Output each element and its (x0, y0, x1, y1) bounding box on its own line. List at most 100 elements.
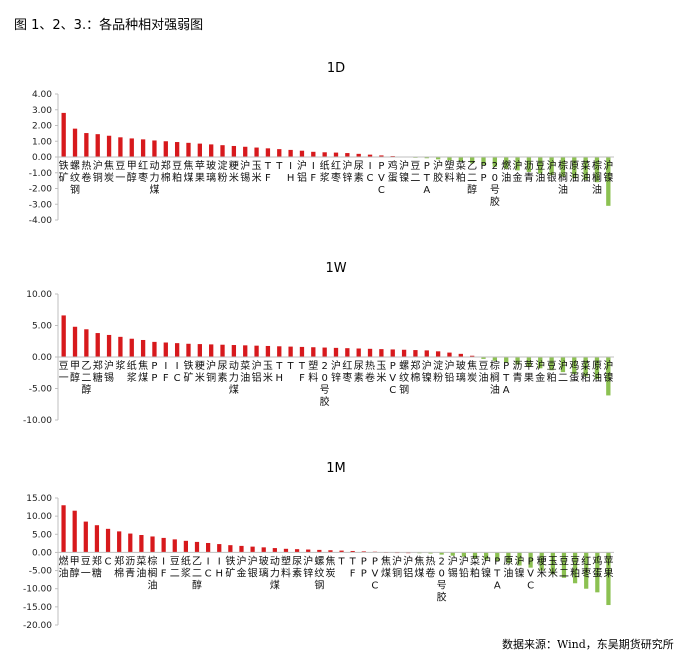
x-tick-label: 郑糖 (92, 554, 102, 579)
x-tick-label: 动力煤 (229, 360, 239, 396)
x-tick-label: 沪铅 (444, 359, 454, 384)
bar (583, 157, 588, 180)
bar (428, 552, 433, 554)
x-tick-label: 沪铝 (403, 554, 413, 579)
y-tick-label: 0.00 (32, 548, 52, 558)
bar (197, 143, 202, 157)
x-tick-label: 热卷 (81, 159, 91, 184)
bar (339, 550, 344, 553)
x-tick-label: 焦煤 (183, 159, 193, 184)
bar (539, 552, 544, 571)
x-tick-label: 郑棉 (114, 554, 124, 579)
bar (435, 157, 441, 160)
bar (61, 315, 66, 357)
bar (83, 521, 88, 553)
bar (118, 336, 123, 357)
x-tick-label: 红枣 (342, 359, 352, 384)
x-tick-label: 沪金 (236, 554, 246, 579)
x-tick-label: 燃油 (59, 554, 69, 579)
bar (470, 157, 475, 164)
chart-panel-1w: 1W -10.00 -5.00 0.00 5.00 10.00 豆一 甲醇 乙二醇 郑糖 沪锡浆纸浆… (0, 250, 685, 450)
bar (606, 357, 611, 396)
x-tick-label: 豆粕 (547, 360, 557, 384)
bar (161, 537, 166, 553)
x-tick-label: 豆二 (559, 555, 569, 579)
bar (299, 346, 305, 357)
x-tick-label: 纸浆 (320, 159, 330, 184)
bar (129, 138, 134, 157)
bar (379, 349, 384, 358)
x-tick-label: 棕榈油 (490, 359, 500, 396)
bar (435, 351, 441, 357)
bar (105, 528, 111, 553)
bar (129, 338, 134, 357)
bar (458, 157, 463, 162)
x-tick-label: 沥青 (524, 160, 534, 184)
bar (277, 149, 282, 158)
bar (495, 552, 500, 562)
bar (72, 128, 78, 157)
bar (128, 533, 133, 553)
bar (311, 151, 316, 157)
x-tick-label: 沪镍 (514, 554, 524, 579)
bar (492, 157, 498, 167)
x-tick-label: 尿素 (218, 360, 228, 384)
x-tick-label: 郑棉 (161, 159, 171, 184)
chart-title: 1D (327, 61, 345, 76)
x-tick-label: 粳米 (537, 554, 547, 579)
x-tick-label: 沪锌 (303, 554, 313, 579)
chart-panel-1d: 1D -4.00 -3.00 -2.00 -1.00 0.00 1.00 2.00 3.00 4.… (0, 50, 685, 250)
x-tick-label: 沪胶 (433, 159, 443, 184)
bar (594, 157, 600, 183)
y-tick-label: -2.00 (29, 185, 53, 195)
chart-1m: 1M -20.00 -15.00 -10.00 -5.00 0.00 5.00 10.00 15… (23, 461, 614, 631)
bar (239, 545, 244, 553)
bar (84, 133, 89, 157)
x-tick-label: 棕榈油 (592, 159, 602, 196)
x-tick-label: 菜粕 (581, 360, 591, 384)
bar (272, 548, 277, 553)
x-tick-label: 动力煤 (149, 160, 159, 196)
x-tick-label: 沥青 (125, 555, 135, 579)
x-tick-label: 铁矿 (59, 159, 69, 184)
bar (424, 157, 429, 159)
bar (606, 157, 611, 206)
x-tick-label: 动力煤 (270, 555, 280, 591)
x-tick-label: 纸浆 (127, 359, 137, 384)
x-tick-label: 热卷 (426, 554, 436, 579)
x-tick-label: 淀粉 (433, 359, 443, 384)
bar (84, 329, 89, 357)
bar (95, 333, 100, 357)
x-tick-label: 焦炭 (467, 359, 477, 384)
x-tick-label: 甲醇 (70, 556, 80, 579)
bar (317, 549, 322, 553)
bar (538, 157, 543, 174)
x-tick-label: 塑料 (444, 160, 454, 184)
bar (439, 552, 444, 555)
bar (261, 547, 266, 553)
bar (228, 545, 233, 553)
bar (361, 551, 366, 553)
y-tick-label: 4.00 (32, 90, 52, 100)
x-tick-label: 淀粉 (218, 159, 228, 184)
x-tick-label: 粳米 (229, 159, 239, 184)
bar (72, 326, 78, 357)
bar (172, 539, 177, 553)
x-tick-label: 玻璃 (259, 554, 269, 579)
x-tick-label: 鸡蛋 (569, 359, 579, 384)
x-tick-label: 螺纹钢 (70, 160, 80, 196)
x-tick-label: 棕榈油 (558, 159, 568, 196)
bar (504, 157, 509, 169)
x-tick-label: 2 0 号胶 (320, 361, 330, 408)
y-tick-label: -5.00 (29, 385, 53, 395)
bar (322, 347, 327, 357)
x-tick-label: 豆一 (81, 555, 91, 579)
